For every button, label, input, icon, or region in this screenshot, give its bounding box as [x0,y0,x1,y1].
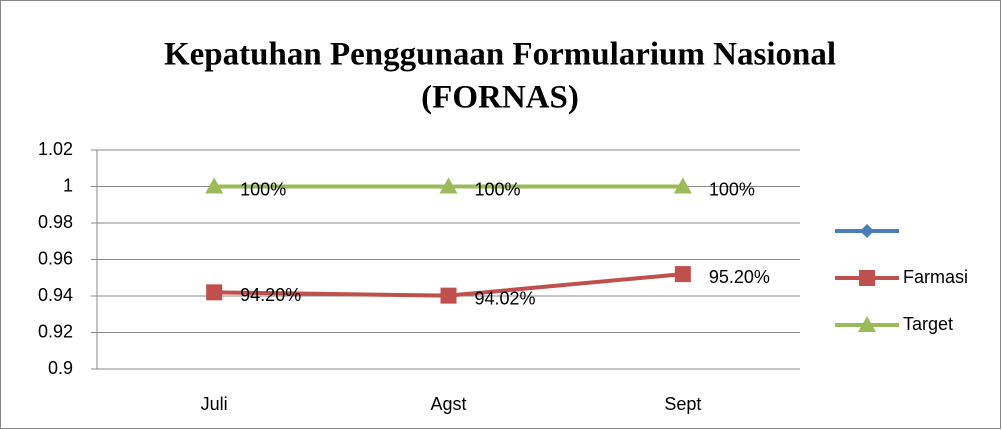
legend-label: Target [903,314,953,334]
point-marker [206,284,223,301]
y-tick-label: 0.98 [38,212,73,232]
y-tick-label: 0.9 [48,358,73,378]
data-label: 95.20% [709,267,770,287]
y-tick-label: 0.94 [38,285,73,305]
y-tick-label: 0.96 [38,248,73,268]
y-tick-label: 0.92 [38,321,73,341]
point-marker [439,177,458,194]
data-label: 100% [240,179,286,199]
chart-title: Kepatuhan Penggunaan Formularium Nasiona… [164,37,836,73]
y-tick-label: 1.02 [38,139,73,159]
data-label: 100% [709,179,755,199]
legend-marker [860,224,874,238]
legend-marker [858,316,876,332]
x-tick-label: Juli [201,394,228,414]
legend-marker [859,270,875,286]
x-tick-label: Sept [664,394,701,414]
point-marker [205,177,224,194]
data-label: 100% [475,179,521,199]
point-marker [673,177,692,194]
data-label: 94.02% [475,288,536,308]
data-label: 94.20% [240,285,301,305]
point-marker [440,287,457,304]
legend-label: Farmasi [903,267,968,287]
point-marker [674,266,691,283]
x-tick-label: Agst [430,394,466,414]
chart-title: (FORNAS) [421,80,579,116]
y-tick-label: 1 [63,175,73,195]
